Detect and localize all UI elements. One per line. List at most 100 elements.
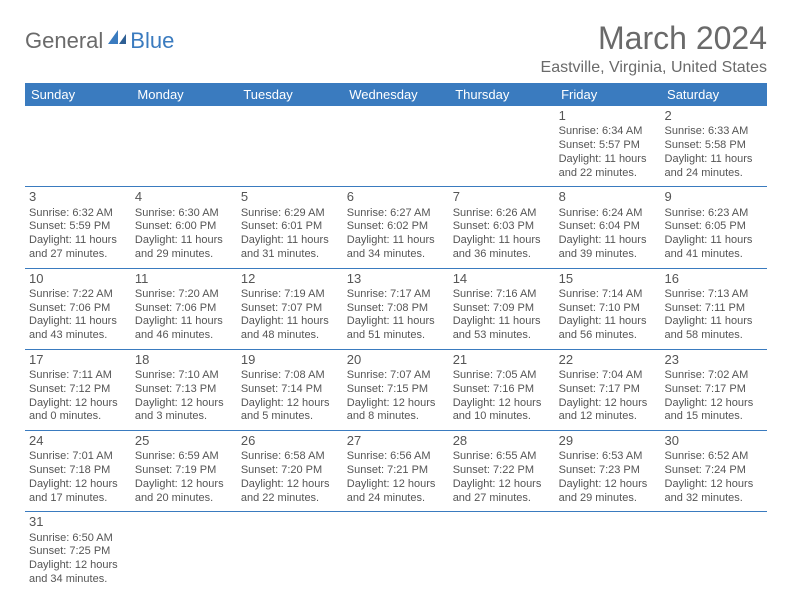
sunset-line: Sunset: 7:12 PM xyxy=(29,383,127,397)
calendar-cell: 19Sunrise: 7:08 AMSunset: 7:14 PMDayligh… xyxy=(237,349,343,430)
sunrise-line: Sunrise: 6:32 AM xyxy=(29,207,127,221)
calendar-cell xyxy=(237,106,343,187)
calendar-cell: 13Sunrise: 7:17 AMSunset: 7:08 PMDayligh… xyxy=(343,268,449,349)
calendar-cell xyxy=(343,512,449,593)
daylight-line: Daylight: 12 hours and 5 minutes. xyxy=(241,397,339,425)
sunset-line: Sunset: 5:58 PM xyxy=(665,139,763,153)
daylight-line: Daylight: 11 hours and 41 minutes. xyxy=(665,234,763,262)
sunrise-line: Sunrise: 6:58 AM xyxy=(241,450,339,464)
day-number: 15 xyxy=(559,271,657,287)
weekday-header: Thursday xyxy=(449,83,555,106)
calendar-cell xyxy=(661,512,767,593)
sunrise-line: Sunrise: 7:10 AM xyxy=(135,369,233,383)
sunset-line: Sunset: 7:13 PM xyxy=(135,383,233,397)
sunrise-line: Sunrise: 6:27 AM xyxy=(347,207,445,221)
logo-sail-icon xyxy=(106,28,128,46)
daylight-line: Daylight: 11 hours and 43 minutes. xyxy=(29,315,127,343)
daylight-line: Daylight: 11 hours and 58 minutes. xyxy=(665,315,763,343)
weekday-header: Monday xyxy=(131,83,237,106)
daylight-line: Daylight: 12 hours and 0 minutes. xyxy=(29,397,127,425)
sunset-line: Sunset: 7:24 PM xyxy=(665,464,763,478)
calendar-row: 31Sunrise: 6:50 AMSunset: 7:25 PMDayligh… xyxy=(25,512,767,593)
daylight-line: Daylight: 11 hours and 24 minutes. xyxy=(665,153,763,181)
calendar-row: 3Sunrise: 6:32 AMSunset: 5:59 PMDaylight… xyxy=(25,187,767,268)
sunset-line: Sunset: 7:07 PM xyxy=(241,302,339,316)
calendar-body: 1Sunrise: 6:34 AMSunset: 5:57 PMDaylight… xyxy=(25,106,767,593)
calendar-row: 24Sunrise: 7:01 AMSunset: 7:18 PMDayligh… xyxy=(25,431,767,512)
calendar-cell: 9Sunrise: 6:23 AMSunset: 6:05 PMDaylight… xyxy=(661,187,767,268)
sunset-line: Sunset: 7:17 PM xyxy=(665,383,763,397)
sunset-line: Sunset: 6:00 PM xyxy=(135,220,233,234)
calendar-cell: 31Sunrise: 6:50 AMSunset: 7:25 PMDayligh… xyxy=(25,512,131,593)
sunrise-line: Sunrise: 6:53 AM xyxy=(559,450,657,464)
title-block: March 2024 Eastville, Virginia, United S… xyxy=(541,20,767,77)
calendar-row: 17Sunrise: 7:11 AMSunset: 7:12 PMDayligh… xyxy=(25,349,767,430)
calendar-cell: 27Sunrise: 6:56 AMSunset: 7:21 PMDayligh… xyxy=(343,431,449,512)
sunset-line: Sunset: 6:04 PM xyxy=(559,220,657,234)
sunrise-line: Sunrise: 7:11 AM xyxy=(29,369,127,383)
daylight-line: Daylight: 12 hours and 3 minutes. xyxy=(135,397,233,425)
sunset-line: Sunset: 7:25 PM xyxy=(29,545,127,559)
sunset-line: Sunset: 7:10 PM xyxy=(559,302,657,316)
calendar-cell: 17Sunrise: 7:11 AMSunset: 7:12 PMDayligh… xyxy=(25,349,131,430)
sunrise-line: Sunrise: 6:52 AM xyxy=(665,450,763,464)
calendar-cell: 28Sunrise: 6:55 AMSunset: 7:22 PMDayligh… xyxy=(449,431,555,512)
sunrise-line: Sunrise: 6:30 AM xyxy=(135,207,233,221)
sunset-line: Sunset: 7:18 PM xyxy=(29,464,127,478)
sunrise-line: Sunrise: 6:50 AM xyxy=(29,532,127,546)
daylight-line: Daylight: 12 hours and 10 minutes. xyxy=(453,397,551,425)
sunset-line: Sunset: 6:02 PM xyxy=(347,220,445,234)
calendar-cell xyxy=(449,512,555,593)
daylight-line: Daylight: 11 hours and 46 minutes. xyxy=(135,315,233,343)
weekday-header: Sunday xyxy=(25,83,131,106)
sunrise-line: Sunrise: 6:34 AM xyxy=(559,125,657,139)
daylight-line: Daylight: 12 hours and 24 minutes. xyxy=(347,478,445,506)
sunrise-line: Sunrise: 6:29 AM xyxy=(241,207,339,221)
sunrise-line: Sunrise: 7:14 AM xyxy=(559,288,657,302)
calendar-cell xyxy=(25,106,131,187)
sunrise-line: Sunrise: 7:19 AM xyxy=(241,288,339,302)
sunrise-line: Sunrise: 7:01 AM xyxy=(29,450,127,464)
day-number: 23 xyxy=(665,352,763,368)
calendar-cell: 12Sunrise: 7:19 AMSunset: 7:07 PMDayligh… xyxy=(237,268,343,349)
daylight-line: Daylight: 11 hours and 56 minutes. xyxy=(559,315,657,343)
location-text: Eastville, Virginia, United States xyxy=(541,59,767,77)
daylight-line: Daylight: 11 hours and 31 minutes. xyxy=(241,234,339,262)
calendar-cell: 26Sunrise: 6:58 AMSunset: 7:20 PMDayligh… xyxy=(237,431,343,512)
day-number: 14 xyxy=(453,271,551,287)
day-number: 29 xyxy=(559,433,657,449)
calendar-cell: 7Sunrise: 6:26 AMSunset: 6:03 PMDaylight… xyxy=(449,187,555,268)
day-number: 12 xyxy=(241,271,339,287)
calendar-cell xyxy=(449,106,555,187)
calendar-cell: 15Sunrise: 7:14 AMSunset: 7:10 PMDayligh… xyxy=(555,268,661,349)
sunrise-line: Sunrise: 7:20 AM xyxy=(135,288,233,302)
day-number: 16 xyxy=(665,271,763,287)
day-number: 21 xyxy=(453,352,551,368)
sunrise-line: Sunrise: 7:07 AM xyxy=(347,369,445,383)
sunrise-line: Sunrise: 7:22 AM xyxy=(29,288,127,302)
day-number: 4 xyxy=(135,189,233,205)
daylight-line: Daylight: 11 hours and 22 minutes. xyxy=(559,153,657,181)
calendar-cell: 8Sunrise: 6:24 AMSunset: 6:04 PMDaylight… xyxy=(555,187,661,268)
calendar-cell: 10Sunrise: 7:22 AMSunset: 7:06 PMDayligh… xyxy=(25,268,131,349)
sunset-line: Sunset: 7:17 PM xyxy=(559,383,657,397)
weekday-header: Saturday xyxy=(661,83,767,106)
calendar-cell: 18Sunrise: 7:10 AMSunset: 7:13 PMDayligh… xyxy=(131,349,237,430)
day-number: 22 xyxy=(559,352,657,368)
sunrise-line: Sunrise: 6:33 AM xyxy=(665,125,763,139)
day-number: 17 xyxy=(29,352,127,368)
sunrise-line: Sunrise: 7:17 AM xyxy=(347,288,445,302)
day-number: 26 xyxy=(241,433,339,449)
sunrise-line: Sunrise: 7:04 AM xyxy=(559,369,657,383)
daylight-line: Daylight: 11 hours and 39 minutes. xyxy=(559,234,657,262)
daylight-line: Daylight: 11 hours and 29 minutes. xyxy=(135,234,233,262)
sunrise-line: Sunrise: 6:56 AM xyxy=(347,450,445,464)
day-number: 11 xyxy=(135,271,233,287)
calendar-cell: 29Sunrise: 6:53 AMSunset: 7:23 PMDayligh… xyxy=(555,431,661,512)
day-number: 7 xyxy=(453,189,551,205)
page-header: General Blue March 2024 Eastville, Virgi… xyxy=(25,20,767,77)
daylight-line: Daylight: 12 hours and 34 minutes. xyxy=(29,559,127,587)
sunset-line: Sunset: 7:21 PM xyxy=(347,464,445,478)
calendar-cell: 1Sunrise: 6:34 AMSunset: 5:57 PMDaylight… xyxy=(555,106,661,187)
sunrise-line: Sunrise: 7:13 AM xyxy=(665,288,763,302)
